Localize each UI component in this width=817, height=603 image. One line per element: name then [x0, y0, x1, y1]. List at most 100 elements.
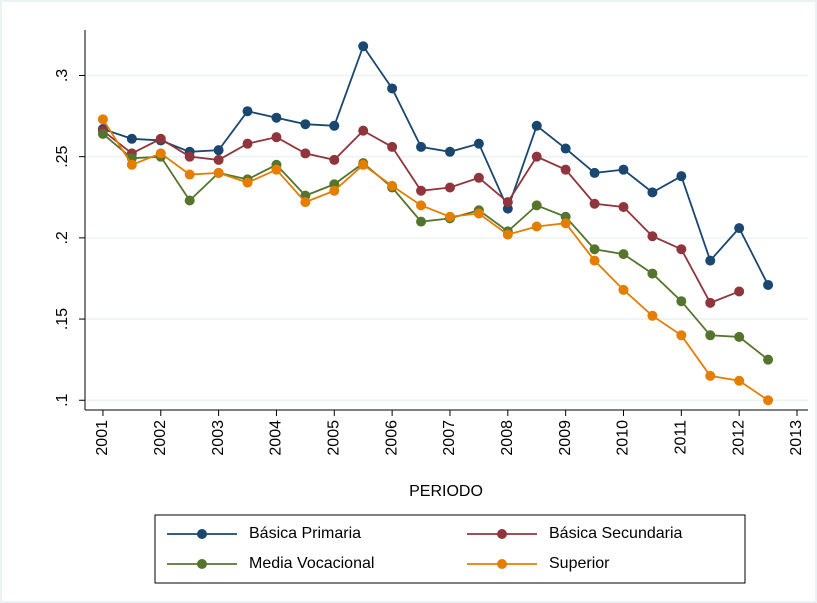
data-point: [618, 249, 629, 260]
data-point: [618, 202, 629, 213]
x-tick-label: 2005: [326, 420, 343, 456]
data-point: [271, 132, 282, 143]
x-tick-label: 2007: [441, 420, 458, 456]
x-tick-label: 2012: [730, 420, 747, 456]
data-point: [531, 120, 542, 131]
data-point: [416, 185, 427, 196]
data-point: [300, 148, 311, 159]
data-point: [329, 120, 340, 131]
data-point: [213, 167, 224, 178]
data-point: [589, 198, 600, 209]
legend-marker: [497, 559, 507, 569]
data-point: [589, 244, 600, 255]
legend-marker: [197, 529, 207, 539]
x-tick-label: 2004: [268, 420, 285, 456]
data-point: [763, 354, 774, 365]
data-point: [618, 164, 629, 175]
data-point: [416, 216, 427, 227]
data-point: [444, 146, 455, 157]
data-point: [589, 167, 600, 178]
x-tick-label: 2010: [615, 420, 632, 456]
y-tick-label: .15: [54, 308, 71, 330]
data-point: [329, 154, 340, 165]
data-point: [734, 331, 745, 342]
data-point: [155, 133, 166, 144]
data-point: [155, 148, 166, 159]
y-tick-label: .3: [54, 69, 71, 82]
data-point: [763, 279, 774, 290]
legend-label: Superior: [549, 555, 610, 572]
data-point: [502, 229, 513, 240]
data-point: [184, 151, 195, 162]
data-point: [184, 169, 195, 180]
data-point: [387, 83, 398, 94]
data-point: [387, 141, 398, 152]
data-point: [676, 296, 687, 307]
data-point: [502, 197, 513, 208]
data-point: [589, 255, 600, 266]
data-point: [213, 154, 224, 165]
data-point: [358, 125, 369, 136]
legend-marker: [197, 559, 207, 569]
legend-label: Básica Primaria: [249, 525, 361, 542]
data-point: [734, 223, 745, 234]
data-point: [271, 164, 282, 175]
x-tick-label: 2003: [210, 420, 227, 456]
legend-label: Básica Secundaria: [549, 525, 683, 542]
data-point: [416, 141, 427, 152]
data-point: [444, 211, 455, 222]
data-point: [531, 200, 542, 211]
legend-label: Media Vocacional: [249, 555, 374, 572]
data-point: [473, 172, 484, 183]
x-tick-label: 2001: [94, 420, 111, 456]
data-point: [213, 145, 224, 156]
x-tick-label: 2011: [673, 420, 690, 455]
data-point: [734, 375, 745, 386]
x-axis-title: PERIODO: [409, 483, 483, 500]
data-point: [473, 138, 484, 149]
data-point: [705, 255, 716, 266]
data-point: [242, 177, 253, 188]
data-point: [763, 395, 774, 406]
series-line: [102, 133, 769, 361]
data-point: [416, 200, 427, 211]
legend-box: [154, 514, 746, 584]
data-point: [676, 171, 687, 182]
data-point: [300, 119, 311, 130]
data-point: [676, 244, 687, 255]
x-tick-label: 2006: [383, 420, 400, 456]
data-point: [242, 138, 253, 149]
y-tick-label: .2: [54, 231, 71, 244]
data-point: [126, 133, 137, 144]
data-point: [647, 231, 658, 242]
data-point: [126, 159, 137, 170]
data-point: [97, 128, 108, 139]
data-point: [618, 284, 629, 295]
y-tick-label: .1: [54, 393, 71, 406]
legend-marker: [497, 529, 507, 539]
data-point: [329, 185, 340, 196]
data-point: [676, 330, 687, 341]
data-point: [560, 218, 571, 229]
x-tick-label: 2009: [557, 420, 574, 456]
y-tick-label: .25: [54, 145, 71, 167]
data-point: [271, 112, 282, 123]
data-point: [705, 330, 716, 341]
data-point: [647, 187, 658, 198]
x-tick-label: 2008: [499, 420, 516, 456]
data-point: [242, 106, 253, 117]
data-point: [734, 286, 745, 297]
x-tick-label: 2013: [788, 420, 805, 456]
data-point: [387, 180, 398, 191]
data-point: [560, 143, 571, 154]
data-point: [184, 195, 195, 206]
data-point: [473, 208, 484, 219]
data-point: [705, 370, 716, 381]
x-tick-label: 2002: [152, 420, 169, 456]
data-point: [647, 310, 658, 321]
data-point: [705, 297, 716, 308]
data-point: [531, 151, 542, 162]
data-point: [531, 221, 542, 232]
